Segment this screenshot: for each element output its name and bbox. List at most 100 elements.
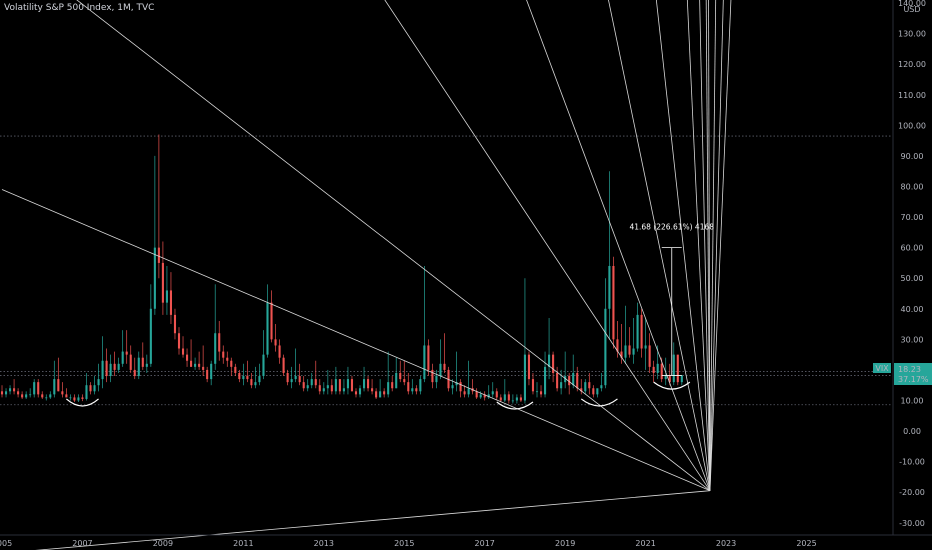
candle-body-118 bbox=[475, 391, 478, 398]
candle-body-65 bbox=[262, 354, 265, 377]
candle-body-93 bbox=[375, 391, 378, 398]
candle-body-2 bbox=[9, 388, 12, 392]
candle-body-104 bbox=[419, 379, 422, 392]
candle-body-42 bbox=[169, 290, 173, 315]
candle-body-153 bbox=[616, 339, 619, 352]
y-tick-label-9: 50.00 bbox=[901, 274, 924, 283]
chart-title: Volatility S&P 500 Index, 1M, TVC bbox=[4, 3, 155, 13]
candle-body-169 bbox=[680, 375, 683, 383]
y-tick-label-2: 120.00 bbox=[898, 60, 926, 69]
candle-body-168 bbox=[676, 354, 679, 383]
candle-body-32 bbox=[129, 354, 132, 370]
x-tick-label-0: 2005 bbox=[0, 539, 12, 548]
candle-body-144 bbox=[580, 388, 583, 392]
candle-body-3 bbox=[13, 388, 16, 392]
candle-body-15 bbox=[61, 391, 64, 395]
candle-body-113 bbox=[455, 382, 458, 386]
candle-body-133 bbox=[535, 391, 539, 393]
candle-body-40 bbox=[161, 262, 164, 303]
candle-body-26 bbox=[105, 360, 108, 377]
y-tick-label-4: 100.00 bbox=[898, 121, 926, 130]
last-change-label: 37.17% bbox=[898, 375, 929, 384]
candle-body-50 bbox=[202, 366, 205, 370]
fan-line-3 bbox=[526, 0, 711, 491]
candle-body-48 bbox=[194, 363, 197, 367]
x-tick-label-10: 2025 bbox=[796, 539, 816, 548]
candle-body-107 bbox=[431, 369, 434, 383]
candle-body-8 bbox=[33, 382, 36, 395]
arc-1 bbox=[496, 401, 534, 410]
y-axis[interactable]: 140.00 130.00 120.00 110.00 100.00 90.00 80.00… bbox=[892, 0, 932, 535]
candle-body-88 bbox=[354, 391, 358, 395]
candle-body-143 bbox=[576, 372, 579, 389]
candle-body-154 bbox=[620, 351, 623, 358]
candle-body-47 bbox=[190, 360, 193, 367]
candle-body-67 bbox=[270, 302, 273, 340]
candle-body-66 bbox=[266, 302, 269, 355]
candle-body-30 bbox=[121, 351, 124, 364]
candle-body-14 bbox=[57, 379, 60, 392]
x-tick-label-6: 2017 bbox=[475, 539, 495, 548]
candle-body-94 bbox=[379, 391, 382, 398]
measure-label: 41.68 (226.61%) 4168 bbox=[629, 222, 714, 231]
candle-body-0 bbox=[0, 391, 4, 395]
candle-body-36 bbox=[145, 363, 148, 367]
candle-body-157 bbox=[632, 348, 635, 355]
candle-body-139 bbox=[560, 382, 563, 389]
candle-body-13 bbox=[53, 379, 56, 395]
candle-body-19 bbox=[77, 397, 80, 401]
candle-body-60 bbox=[242, 376, 245, 380]
candle-body-99 bbox=[399, 372, 402, 380]
x-tick-label-2: 2009 bbox=[153, 539, 173, 548]
candle-body-119 bbox=[479, 394, 482, 398]
candle-body-20 bbox=[81, 397, 84, 399]
fan-line-right-2 bbox=[709, 0, 732, 491]
candle-body-156 bbox=[628, 345, 631, 355]
candle-body-27 bbox=[109, 363, 112, 377]
candle-body-37 bbox=[149, 308, 152, 364]
candle-body-11 bbox=[45, 397, 48, 399]
candles bbox=[0, 134, 683, 404]
candle-body-72 bbox=[290, 379, 293, 383]
candle-body-151 bbox=[608, 265, 611, 309]
x-axis[interactable]: 2005 2007 2009 2011 2013 2015 2017 2019 2021 2023… bbox=[0, 534, 932, 548]
candle-body-21 bbox=[85, 385, 88, 399]
x-tick-label-9: 2023 bbox=[716, 539, 736, 548]
candle-body-80 bbox=[322, 388, 325, 392]
candle-body-114 bbox=[459, 382, 462, 392]
candle-body-70 bbox=[282, 357, 285, 373]
y-tick-label-14: 0.00 bbox=[903, 427, 921, 436]
fan-line-5 bbox=[655, 0, 711, 491]
fan-line-right-1 bbox=[709, 0, 724, 491]
candle-body-77 bbox=[310, 379, 313, 386]
fan-line-9 bbox=[708, 0, 711, 491]
candle-body-10 bbox=[41, 394, 44, 398]
candle-body-163 bbox=[656, 363, 659, 373]
candle-body-61 bbox=[246, 376, 249, 380]
candle-body-162 bbox=[652, 366, 655, 373]
candle-body-45 bbox=[181, 348, 185, 355]
fan-line-1 bbox=[76, 0, 711, 491]
candle-body-63 bbox=[254, 382, 257, 386]
candle-body-54 bbox=[218, 333, 221, 352]
candle-body-90 bbox=[362, 379, 366, 389]
candle-body-124 bbox=[499, 397, 502, 401]
fan-line-0 bbox=[1, 189, 711, 492]
candle-body-35 bbox=[141, 357, 144, 367]
candle-body-155 bbox=[624, 345, 627, 358]
fan-line-7 bbox=[699, 0, 711, 491]
candle-body-23 bbox=[93, 385, 96, 392]
candle-body-75 bbox=[302, 382, 305, 389]
candle-body-134 bbox=[539, 391, 543, 395]
candle-body-149 bbox=[600, 385, 603, 389]
candle-body-106 bbox=[427, 345, 430, 370]
candle-body-31 bbox=[125, 351, 128, 355]
candle-body-98 bbox=[395, 372, 398, 389]
fan-line-right-0 bbox=[709, 0, 717, 491]
candle-body-132 bbox=[531, 379, 535, 392]
x-tick-label-7: 2019 bbox=[555, 539, 575, 548]
candle-body-115 bbox=[463, 391, 466, 395]
candle-body-141 bbox=[568, 376, 571, 386]
candle-body-138 bbox=[556, 372, 559, 389]
